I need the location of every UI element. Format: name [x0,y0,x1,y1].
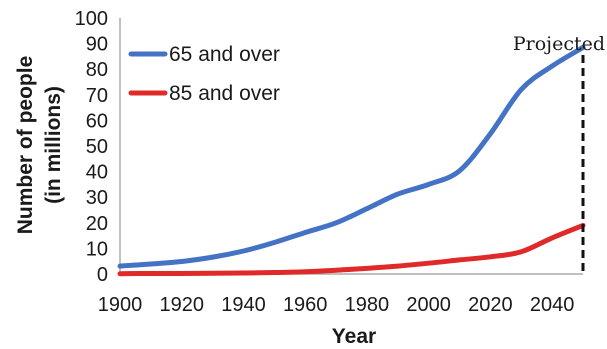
y-tick-label: 50 [86,136,108,158]
y-tick-label: 20 [86,213,108,235]
projection-label: Projected [513,33,605,55]
y-tick-label: 80 [86,59,108,81]
x-tick-label: 1920 [159,294,204,316]
legend-item-65-and-over: 65 and over [128,43,280,66]
x-tick-label: 2040 [530,294,575,316]
y-axis-title-line1: Number of people [14,56,37,235]
x-tick-label: 1900 [98,294,143,316]
legend: 65 and over 85 and over [128,43,280,105]
y-tick-label: 40 [86,162,108,184]
y-axis-title-line2: (in millions) [42,86,65,204]
x-tick-label: 2020 [468,294,513,316]
series-lines [117,44,586,277]
x-tick-label: 1940 [221,294,266,316]
x-tick-labels: 1900 1920 1940 1960 1980 2000 2020 2040 [98,294,575,316]
y-axis-title: Number of people (in millions) [14,56,65,235]
x-tick-label: 2000 [406,294,451,316]
x-tick-label: 1960 [283,294,328,316]
y-tick-labels: 0 10 20 30 40 50 60 70 80 90 100 [75,8,108,286]
x-axis-title: Year [332,325,376,348]
y-tick-label: 0 [97,264,108,286]
legend-item-85-and-over: 85 and over [128,82,280,105]
y-tick-label: 70 [86,85,108,107]
legend-label-85-and-over: 85 and over [169,82,280,105]
y-tick-label: 60 [86,110,108,132]
y-tick-label: 10 [86,238,108,260]
y-tick-label: 30 [86,187,108,209]
x-tick-label: 1980 [345,294,390,316]
y-tick-label: 100 [75,8,108,30]
y-tick-label: 90 [86,34,108,56]
legend-label-65-and-over: 65 and over [169,43,280,66]
series-line-65-and-over [117,44,586,269]
series-line-85-and-over [117,222,586,277]
